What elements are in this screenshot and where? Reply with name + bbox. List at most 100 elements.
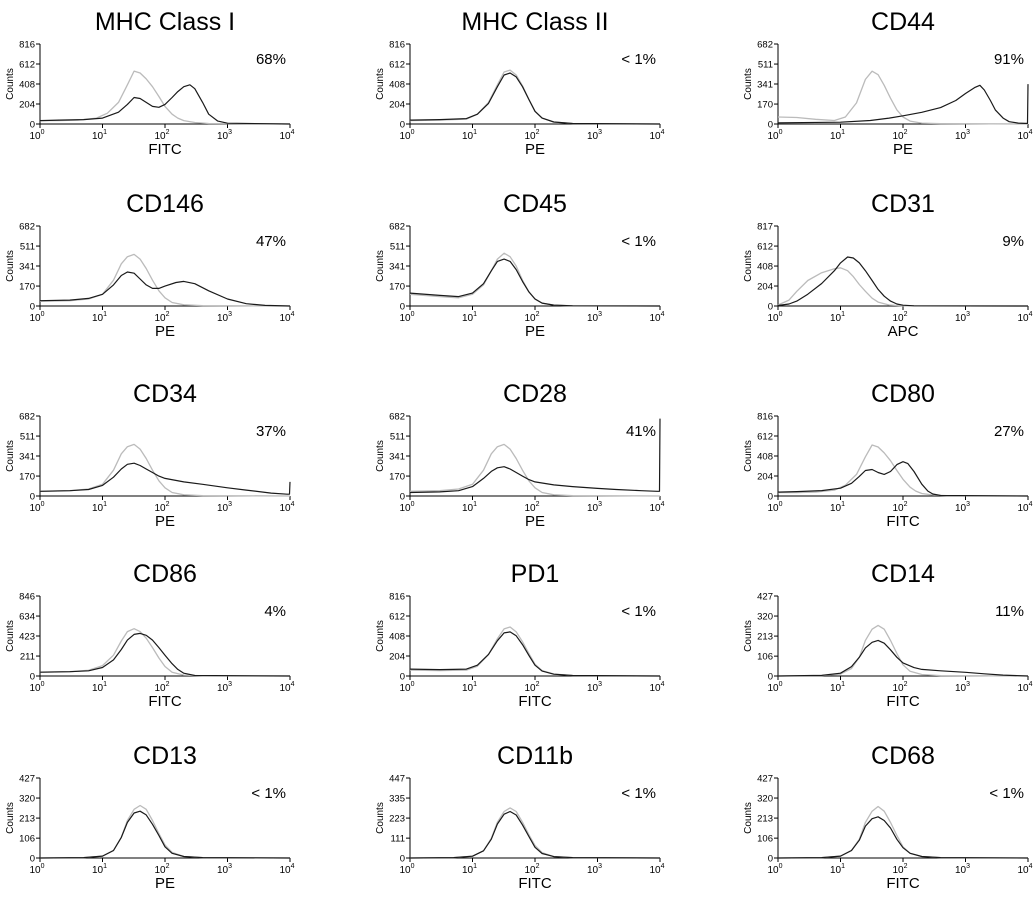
x-tick-label: 104	[649, 863, 664, 876]
y-tick-label: 612	[757, 432, 773, 443]
y-tick-label: 106	[757, 834, 773, 845]
x-tick-label: 104	[279, 501, 294, 514]
y-tick-label: 423	[19, 632, 35, 643]
x-tick-label: 100	[767, 311, 782, 324]
x-tick-label: 102	[524, 311, 539, 324]
y-tick-label: 846	[19, 592, 35, 603]
y-tick-label: 213	[757, 632, 773, 643]
y-tick-label: 427	[757, 592, 773, 603]
y-tick-label: 341	[757, 80, 773, 91]
y-tick-label: 682	[19, 412, 35, 423]
x-tick-label: 103	[217, 501, 232, 514]
x-tick-label: 101	[830, 501, 845, 514]
y-tick-label: 0	[30, 492, 35, 503]
chart-title: CD13	[133, 742, 197, 770]
x-tick-label: 100	[767, 129, 782, 142]
x-tick-label: 101	[92, 311, 107, 324]
y-tick-label: 511	[20, 242, 35, 253]
x-tick-label: 102	[154, 863, 169, 876]
y-tick-label: 106	[19, 834, 35, 845]
x-tick-label: 102	[524, 681, 539, 694]
x-tick-label: 103	[955, 681, 970, 694]
y-tick-label: 682	[757, 40, 773, 51]
chart-title: MHC Class I	[95, 8, 235, 36]
x-tick-label: 102	[892, 311, 907, 324]
chart-title: PD1	[511, 560, 560, 588]
y-tick-label: 0	[768, 492, 773, 503]
y-tick-label: 612	[757, 242, 773, 253]
x-axis-label: FITC	[148, 693, 181, 710]
y-tick-label: 408	[757, 262, 773, 273]
y-tick-label: 427	[757, 774, 773, 785]
percent-positive-label: < 1%	[621, 51, 656, 68]
y-axis-label: Counts	[5, 68, 16, 100]
x-tick-label: 100	[399, 129, 414, 142]
x-tick-label: 100	[399, 311, 414, 324]
x-tick-label: 101	[462, 863, 477, 876]
y-tick-label: 0	[30, 672, 35, 683]
y-axis-label: Counts	[743, 440, 754, 472]
percent-positive-label: < 1%	[621, 785, 656, 802]
y-axis-label: Counts	[375, 440, 386, 472]
stained-histogram-line	[777, 256, 1029, 307]
y-tick-label: 0	[30, 302, 35, 313]
y-tick-label: 612	[389, 612, 405, 623]
x-tick-label: 104	[279, 863, 294, 876]
x-axis-label: FITC	[148, 141, 181, 158]
x-tick-label: 100	[767, 681, 782, 694]
y-tick-label: 0	[768, 672, 773, 683]
y-tick-label: 0	[768, 120, 773, 131]
stained-histogram-line	[777, 816, 1029, 859]
y-tick-label: 335	[389, 794, 405, 805]
chart-title: CD146	[126, 190, 204, 218]
x-tick-label: 104	[649, 501, 664, 514]
x-tick-label: 103	[955, 129, 970, 142]
percent-positive-label: < 1%	[251, 785, 286, 802]
x-tick-label: 103	[955, 863, 970, 876]
x-tick-label: 102	[892, 681, 907, 694]
isotype-histogram-line	[409, 443, 661, 497]
y-tick-label: 612	[19, 60, 35, 71]
y-tick-label: 204	[757, 472, 773, 483]
stained-histogram-line	[409, 72, 661, 125]
y-axis-label: Counts	[5, 802, 16, 834]
x-axis-label: PE	[155, 323, 175, 340]
y-tick-label: 408	[389, 632, 405, 643]
isotype-histogram-line	[39, 253, 291, 307]
y-tick-label: 204	[19, 100, 35, 111]
x-tick-label: 102	[892, 501, 907, 514]
y-axis-label: Counts	[743, 802, 754, 834]
y-tick-label: 204	[389, 100, 405, 111]
x-tick-label: 101	[462, 129, 477, 142]
y-axis-label: Counts	[375, 68, 386, 100]
x-tick-label: 103	[587, 863, 602, 876]
y-tick-label: 0	[30, 854, 35, 865]
x-tick-label: 104	[649, 311, 664, 324]
chart-title: CD80	[871, 380, 935, 408]
x-tick-label: 104	[1017, 863, 1032, 876]
y-tick-label: 634	[19, 612, 35, 623]
x-axis-label: PE	[893, 141, 913, 158]
x-tick-label: 101	[92, 129, 107, 142]
isotype-histogram-line	[409, 807, 661, 859]
x-tick-label: 100	[29, 311, 44, 324]
y-tick-label: 816	[757, 412, 773, 423]
y-axis-label: Counts	[743, 68, 754, 100]
x-axis-label: PE	[155, 513, 175, 530]
x-tick-label: 104	[279, 129, 294, 142]
y-tick-label: 0	[400, 120, 405, 131]
isotype-histogram-line	[778, 444, 1029, 497]
isotype-histogram-line	[39, 443, 291, 497]
y-tick-label: 170	[19, 472, 35, 483]
y-tick-label: 817	[757, 222, 773, 233]
y-axis-label: Counts	[743, 620, 754, 652]
x-tick-label: 102	[524, 863, 539, 876]
x-tick-label: 100	[29, 501, 44, 514]
x-tick-label: 102	[892, 129, 907, 142]
y-tick-label: 170	[19, 282, 35, 293]
stained-histogram-line	[409, 258, 661, 307]
y-tick-label: 816	[389, 592, 405, 603]
isotype-histogram-line	[409, 69, 661, 125]
x-tick-label: 104	[1017, 681, 1032, 694]
